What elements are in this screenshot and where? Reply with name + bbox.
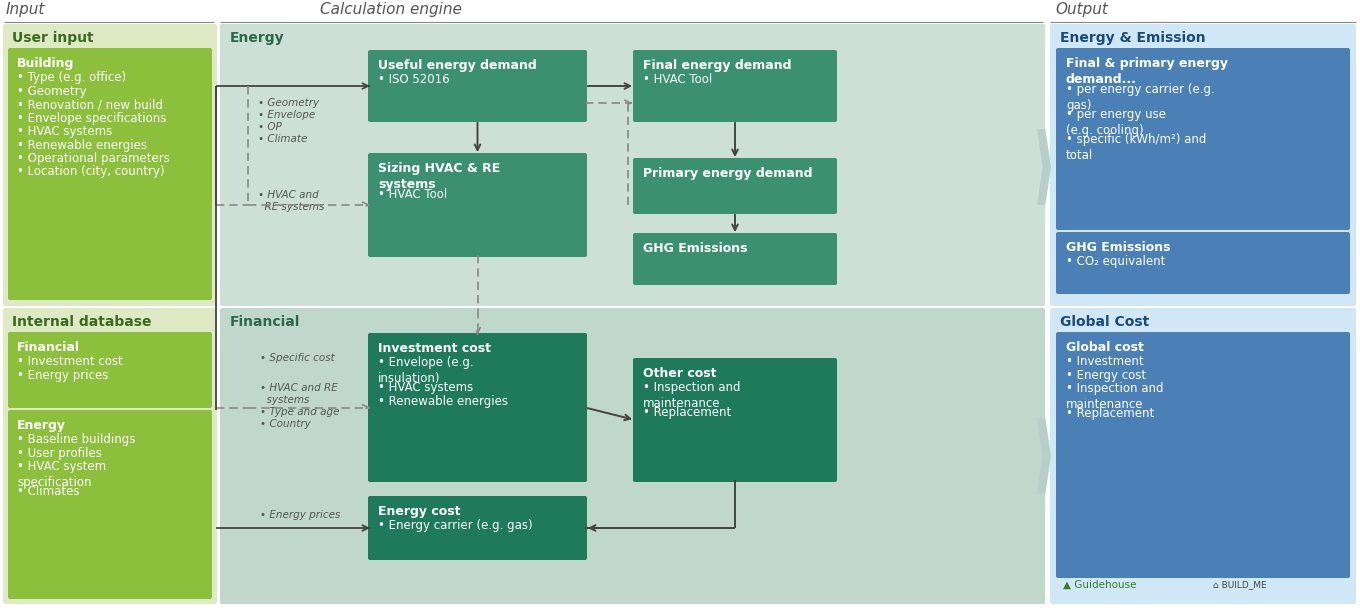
FancyBboxPatch shape [632,158,836,214]
Text: Global Cost: Global Cost [1059,315,1149,329]
Text: Energy cost: Energy cost [378,505,461,518]
Text: ▲ Guidehouse: ▲ Guidehouse [1064,580,1137,590]
Text: • Envelope specifications: • Envelope specifications [16,112,166,124]
Text: • Baseline buildings: • Baseline buildings [16,433,136,446]
Text: • Geometry: • Geometry [258,98,320,108]
Text: • Location (city, country): • Location (city, country) [16,165,165,179]
FancyBboxPatch shape [632,233,836,285]
FancyBboxPatch shape [369,496,588,560]
Text: • Replacement: • Replacement [643,406,732,419]
Text: • HVAC Tool: • HVAC Tool [643,73,713,86]
Text: Final & primary energy
demand...: Final & primary energy demand... [1066,57,1228,86]
Text: Global cost: Global cost [1066,341,1144,354]
Text: • Renovation / new build: • Renovation / new build [16,98,163,111]
FancyBboxPatch shape [8,332,212,408]
Text: Investment cost: Investment cost [378,342,491,355]
Text: Financial: Financial [16,341,80,354]
Polygon shape [1036,418,1051,494]
Text: • Investment: • Investment [1066,355,1144,368]
Text: Financial: Financial [230,315,301,329]
Text: systems: systems [260,395,309,405]
Text: RE systems: RE systems [258,202,325,212]
Text: • CO₂ equivalent: • CO₂ equivalent [1066,255,1166,268]
Text: • Inspection and
maintenance: • Inspection and maintenance [1066,382,1164,411]
Text: • Inspection and
maintenance: • Inspection and maintenance [643,381,740,410]
FancyBboxPatch shape [632,358,836,482]
FancyBboxPatch shape [8,48,212,300]
Text: • ISO 52016: • ISO 52016 [378,73,450,86]
FancyBboxPatch shape [220,308,1044,604]
FancyBboxPatch shape [369,153,588,257]
Text: • OP: • OP [258,122,282,132]
Text: Useful energy demand: Useful energy demand [378,59,537,72]
Text: Energy & Emission: Energy & Emission [1059,31,1205,45]
FancyBboxPatch shape [1050,24,1356,306]
FancyBboxPatch shape [220,24,1044,306]
Text: • HVAC systems: • HVAC systems [378,381,473,394]
Text: • HVAC Tool: • HVAC Tool [378,188,447,201]
FancyBboxPatch shape [1050,308,1356,604]
Polygon shape [1036,129,1051,205]
Text: Other cost: Other cost [643,367,717,380]
Text: • Envelope: • Envelope [258,110,316,120]
Text: • Energy cost: • Energy cost [1066,368,1146,382]
FancyBboxPatch shape [8,410,212,599]
Text: • HVAC system
specification: • HVAC system specification [16,460,106,489]
Text: • HVAC systems: • HVAC systems [16,125,113,138]
Text: • User profiles: • User profiles [16,447,102,459]
Text: Energy: Energy [230,31,284,45]
Text: • Investment cost: • Investment cost [16,355,122,368]
Text: Primary energy demand: Primary energy demand [643,167,812,180]
Text: Final energy demand: Final energy demand [643,59,792,72]
Text: • Replacement: • Replacement [1066,407,1155,420]
Text: • Type (e.g. office): • Type (e.g. office) [16,71,126,84]
Text: Building: Building [16,57,75,70]
Text: ⌂ BUILD_ME: ⌂ BUILD_ME [1213,580,1266,589]
Text: • Specific cost: • Specific cost [260,353,335,363]
Text: • Operational parameters: • Operational parameters [16,152,170,165]
Text: • Type and age: • Type and age [260,407,340,417]
Text: • HVAC and RE: • HVAC and RE [260,383,337,393]
FancyBboxPatch shape [1055,332,1350,578]
FancyBboxPatch shape [3,24,218,306]
Text: User input: User input [12,31,94,45]
Text: • Energy prices: • Energy prices [16,368,109,382]
Text: • Geometry: • Geometry [16,85,87,98]
Text: Output: Output [1055,2,1108,17]
Text: • Energy prices: • Energy prices [260,510,340,520]
Text: • HVAC and: • HVAC and [258,190,318,200]
FancyBboxPatch shape [369,333,588,482]
FancyBboxPatch shape [632,50,836,122]
FancyBboxPatch shape [1055,232,1350,294]
Text: • Envelope (e.g.
insulation): • Envelope (e.g. insulation) [378,356,473,385]
Text: Internal database: Internal database [12,315,151,329]
Text: • Climates: • Climates [16,485,79,498]
Text: • Country: • Country [260,419,310,429]
Text: GHG Emissions: GHG Emissions [1066,241,1171,254]
Text: Sizing HVAC & RE
systems: Sizing HVAC & RE systems [378,162,500,191]
Text: • Renewable energies: • Renewable energies [16,138,147,151]
Text: GHG Emissions: GHG Emissions [643,242,748,255]
Text: • Energy carrier (e.g. gas): • Energy carrier (e.g. gas) [378,519,533,532]
Text: Calculation engine: Calculation engine [320,2,462,17]
FancyBboxPatch shape [3,308,218,604]
Text: • Climate: • Climate [258,134,307,144]
Text: • Renewable energies: • Renewable energies [378,395,509,407]
FancyBboxPatch shape [369,50,588,122]
Text: • per energy carrier (e.g.
gas): • per energy carrier (e.g. gas) [1066,84,1214,112]
Text: • specific (kWh/m²) and
total: • specific (kWh/m²) and total [1066,133,1206,162]
Text: Input: Input [5,2,45,17]
Text: Energy: Energy [16,419,67,432]
FancyBboxPatch shape [1055,48,1350,230]
Text: • per energy use
(e.g. cooling): • per energy use (e.g. cooling) [1066,108,1166,137]
